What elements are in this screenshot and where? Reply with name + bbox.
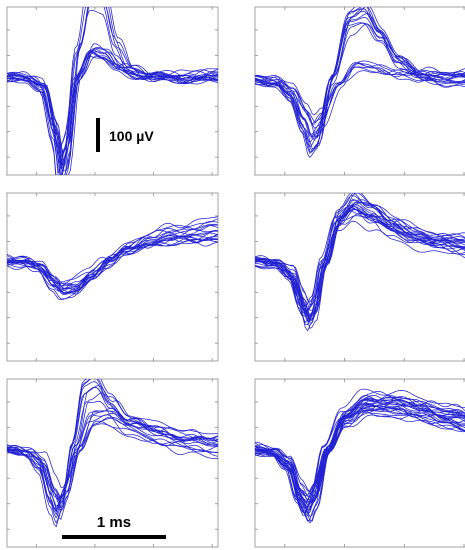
amplitude-scale-bar: 100 µV: [96, 118, 154, 152]
waveform-trace: [255, 60, 465, 135]
waveform-trace: [255, 208, 465, 303]
panel-6: [254, 378, 465, 548]
waveform-trace: [255, 12, 465, 150]
waveform-trace: [7, 407, 218, 510]
panel-frame: [6, 192, 219, 362]
trace-group: [255, 193, 465, 332]
trace-group: [7, 7, 218, 175]
time-scale-bar-label: 1 ms: [97, 514, 131, 531]
trace-group: [7, 379, 218, 528]
waveform-trace: [7, 216, 218, 295]
waveform-trace: [7, 385, 218, 520]
waveform-trace: [255, 394, 465, 524]
waveform-trace: [255, 64, 465, 116]
waveform-trace: [7, 218, 218, 293]
waveform-trace: [7, 400, 218, 499]
waveform-trace: [7, 228, 218, 289]
waveform-trace: [7, 238, 218, 286]
trace-group: [255, 7, 465, 158]
waveform-trace: [255, 10, 465, 143]
waveform-trace: [7, 43, 218, 175]
waveform-trace: [7, 412, 218, 504]
waveform-trace: [255, 391, 465, 522]
panel-frame: [6, 6, 219, 176]
panel-4: [254, 192, 465, 362]
amplitude-scale-bar-label: 100 µV: [109, 128, 154, 144]
panel-3: [6, 192, 219, 362]
trace-group: [7, 216, 218, 301]
waveform-trace: [7, 7, 218, 173]
panel-1: [6, 6, 219, 176]
waveform-trace: [255, 410, 465, 496]
panel-2: [254, 6, 465, 176]
waveform-trace: [255, 195, 465, 325]
waveform-trace: [7, 379, 218, 528]
waveform-trace: [7, 235, 218, 290]
waveform-trace: [7, 55, 218, 161]
waveform-trace: [7, 410, 218, 510]
waveform-trace: [255, 399, 465, 517]
waveform-trace: [255, 7, 465, 158]
waveform-trace: [255, 193, 465, 320]
waveform-trace: [7, 9, 218, 148]
waveform-trace: [255, 70, 465, 123]
waveform-trace: [7, 237, 218, 290]
waveform-trace: [7, 379, 218, 524]
waveform-trace: [7, 386, 218, 513]
waveform-trace: [255, 210, 465, 315]
waveform-trace: [7, 420, 218, 488]
waveform-trace: [255, 405, 465, 508]
waveform-trace: [255, 16, 465, 137]
waveform-trace: [255, 8, 465, 154]
waveform-trace: [255, 409, 465, 493]
panel-5: [6, 378, 219, 548]
waveform-trace: [7, 51, 218, 175]
waveform-trace: [255, 62, 465, 125]
waveform-trace: [7, 7, 218, 164]
waveform-trace: [255, 220, 465, 310]
trace-group: [255, 388, 465, 524]
time-scale-bar: 1 ms: [62, 514, 166, 539]
waveform-trace: [255, 399, 465, 508]
waveform-trace: [7, 55, 218, 155]
